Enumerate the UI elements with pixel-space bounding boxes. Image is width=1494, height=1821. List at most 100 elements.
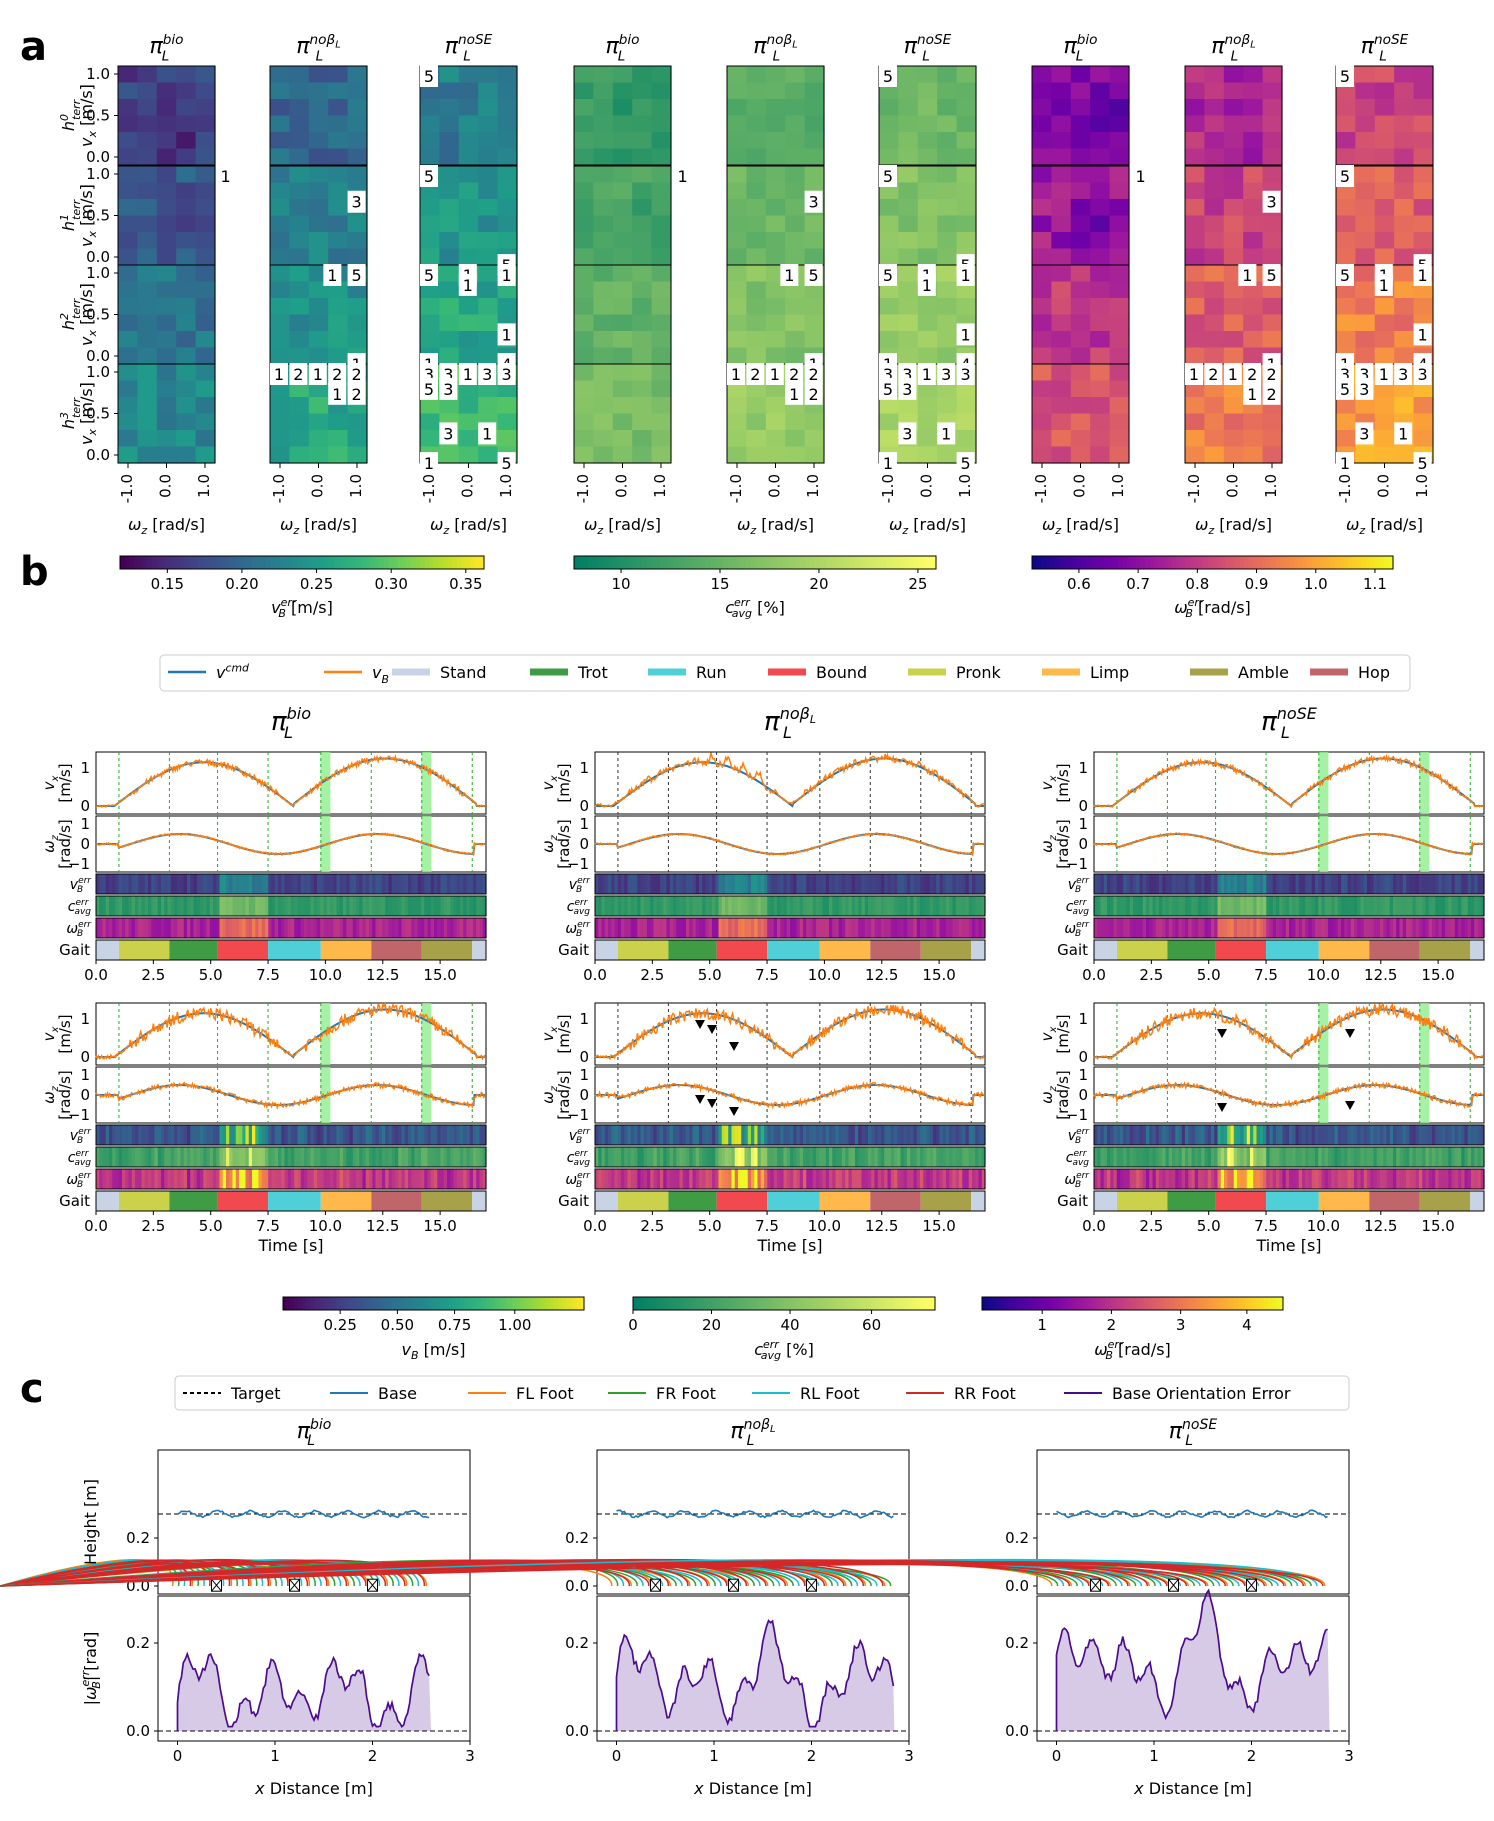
error-strip-cell [725, 1169, 729, 1189]
heatmap-cell [651, 99, 672, 117]
colorbar-segment [315, 556, 321, 569]
colorbar-segment [845, 556, 851, 569]
error-strip-cell [174, 874, 178, 894]
colorbar-segment [183, 556, 189, 569]
error-strip-cell [1409, 1125, 1414, 1145]
error-strip-cell [1159, 896, 1163, 916]
heatmap-cell [727, 331, 747, 349]
failure-count: 3 [1267, 193, 1277, 212]
error-strip-cell [929, 874, 934, 894]
error-strip-cell [803, 874, 807, 894]
error-strip-cell [1133, 1147, 1137, 1167]
error-strip-cell [686, 918, 690, 938]
error-strip-cell [929, 896, 934, 916]
colorbar-segment [482, 1297, 487, 1310]
error-strip-cell [1308, 1147, 1313, 1167]
heatmap-cell [478, 199, 499, 217]
heatmap-cell [1374, 298, 1395, 316]
error-strip-cell [637, 874, 642, 894]
error-strip-cell [183, 918, 188, 938]
error-strip-cell [320, 1169, 325, 1189]
error-strip-cell [190, 918, 195, 938]
obstacle-hatch [211, 1578, 222, 1592]
gait-block [320, 1191, 372, 1211]
error-strip-cell [336, 1169, 341, 1189]
error-strip-cell [981, 896, 986, 916]
error-strip-cell [1279, 1147, 1284, 1167]
failure-count-box [804, 190, 823, 213]
heatmap-cell [1262, 298, 1283, 316]
error-strip-cell [1289, 1125, 1293, 1145]
error-strip-cell [1194, 918, 1199, 938]
error-strip-cell [1461, 896, 1466, 916]
colorbar-segment [1215, 1297, 1220, 1310]
error-strip-cell [1419, 896, 1423, 916]
failure-count-box [497, 452, 516, 475]
heatmap-frame [419, 65, 518, 166]
heatmap-cell [937, 331, 958, 349]
legend-label: FR Foot [656, 1384, 716, 1403]
heatmap-cell [956, 199, 977, 217]
gait-block [268, 940, 321, 960]
error-strip-cell [627, 1147, 632, 1167]
failure-count-box [1394, 422, 1413, 445]
heatmap-cell [497, 166, 518, 184]
colorbar-tick-label: 1.1 [1363, 575, 1387, 593]
error-strip-cell [385, 896, 390, 916]
error-strip-cell [284, 1125, 289, 1145]
error-strip-cell [248, 1125, 253, 1145]
error-strip-cell [884, 874, 889, 894]
heatmap-cell [478, 148, 499, 166]
time-tick-label: 0.0 [583, 966, 607, 984]
time-axis-label: Time [s] [257, 1236, 323, 1255]
error-strip-cell [1155, 1125, 1160, 1145]
error-strip-cell [115, 874, 120, 894]
heatmap-cell [1090, 199, 1111, 217]
colorbar-segment [641, 556, 647, 569]
error-strip-cell [715, 1147, 720, 1167]
failure-count: 5 [1340, 167, 1350, 186]
error-strip-cell [258, 1169, 263, 1189]
error-strip-cell [167, 896, 172, 916]
policy-title: πnoSE L [1361, 32, 1409, 64]
error-strip-cell [404, 874, 409, 894]
error-tick-label: 0.0 [1005, 1722, 1029, 1740]
error-strip-cell [339, 874, 344, 894]
heatmap-cell [118, 99, 138, 117]
error-strip-cell [1445, 1169, 1449, 1189]
error-strip-cell [1113, 874, 1118, 894]
error-strip-cell [972, 1169, 976, 1189]
x-tick-label: -1.0 [270, 474, 288, 503]
y-tick-label: 0.5 [86, 405, 110, 423]
error-strip-cell [1311, 918, 1316, 938]
error-strip-cell [174, 1147, 178, 1167]
colorbar-segment [738, 1297, 744, 1310]
error-strip-cell [365, 1147, 370, 1167]
error-strip-frame [594, 1168, 986, 1190]
error-strip-cell [109, 1147, 113, 1167]
failure-count-box [1262, 363, 1281, 385]
error-strip-cell [676, 918, 681, 938]
error-strip-cell [634, 874, 638, 894]
error-strip-cell [333, 896, 338, 916]
heatmap-cell [1243, 232, 1264, 250]
heatmap-cell [1243, 248, 1264, 266]
heatmap-cell [574, 331, 594, 349]
error-strip-cell [754, 874, 759, 894]
heatmap-cell [328, 446, 349, 464]
error-strip-cell [1149, 918, 1154, 938]
heatmap-cell [727, 132, 747, 150]
heatmap-cell [1413, 413, 1434, 431]
heatmap-cell [746, 232, 767, 250]
heatmap-cell [195, 413, 216, 431]
error-strip-cell [261, 896, 266, 916]
heatmap-cell [632, 430, 653, 448]
heatmap-cell [137, 281, 158, 299]
error-strip-cell [1149, 1169, 1154, 1189]
error-strip-cell [196, 1125, 201, 1145]
colorbar-segment [1280, 556, 1286, 569]
error-strip-cell [401, 1125, 406, 1145]
error-strip-cell [326, 1169, 331, 1189]
heatmap-cell [651, 182, 672, 200]
colorbar-segment [734, 1297, 740, 1310]
